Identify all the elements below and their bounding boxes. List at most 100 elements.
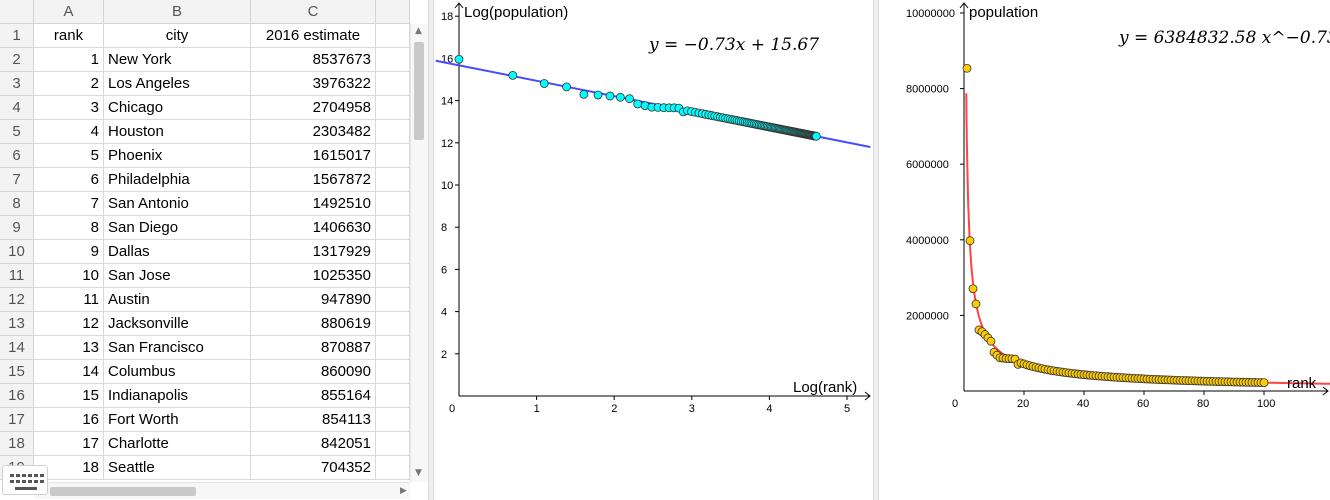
cell-rank[interactable]: 10	[34, 264, 104, 288]
row-header[interactable]: 6	[0, 144, 34, 168]
data-point[interactable]	[625, 94, 634, 104]
horizontal-scroll-thumb[interactable]	[50, 487, 196, 496]
cell-empty[interactable]	[376, 48, 410, 72]
cell-population[interactable]: 2303482	[251, 120, 376, 144]
cell-rank[interactable]: 16	[34, 408, 104, 432]
cell-city[interactable]: San Antonio	[104, 192, 251, 216]
data-point[interactable]	[962, 63, 972, 73]
vertical-scrollbar[interactable]: ▲ ▼	[410, 24, 427, 482]
cell-city[interactable]: New York	[104, 48, 251, 72]
cell-population[interactable]: 1025350	[251, 264, 376, 288]
data-point[interactable]	[615, 92, 625, 102]
data-point[interactable]	[454, 54, 464, 64]
cell-empty[interactable]	[376, 72, 410, 96]
cell-city[interactable]: Los Angeles	[104, 72, 251, 96]
data-point[interactable]	[593, 90, 603, 100]
cell-empty[interactable]	[376, 456, 410, 480]
cell-population[interactable]: 855164	[251, 384, 376, 408]
column-header-d[interactable]	[376, 0, 410, 24]
cell-rank[interactable]: 14	[34, 360, 104, 384]
cell-city[interactable]: Columbus	[104, 360, 251, 384]
cell-rank[interactable]: 18	[34, 456, 104, 480]
cell-city[interactable]: Dallas	[104, 240, 251, 264]
scroll-right-icon[interactable]: ▶	[400, 486, 407, 496]
graphics-view-power[interactable]: 0 20 40 60 80 100 2000000 4000000 6000000 8000000…	[879, 0, 1330, 500]
cell-empty[interactable]	[376, 408, 410, 432]
rank-population-chart[interactable]: 0 20 40 60 80 100 2000000 4000000 6000000 8000000…	[879, 0, 1330, 500]
data-point[interactable]	[579, 89, 589, 99]
cell-city[interactable]: Phoenix	[104, 144, 251, 168]
row-header[interactable]: 14	[0, 336, 34, 360]
cell-rank[interactable]: 3	[34, 96, 104, 120]
cell-rank[interactable]: 12	[34, 312, 104, 336]
row-header[interactable]: 9	[0, 216, 34, 240]
cell-rank[interactable]: 4	[34, 120, 104, 144]
row-header[interactable]: 2	[0, 48, 34, 72]
cell-population[interactable]: 3976322	[251, 72, 376, 96]
cell-city[interactable]: Austin	[104, 288, 251, 312]
cell-population[interactable]: 870887	[251, 336, 376, 360]
cell-rank[interactable]: 9	[34, 240, 104, 264]
cell-city[interactable]: Philadelphia	[104, 168, 251, 192]
cell-population[interactable]: 1317929	[251, 240, 376, 264]
cell-rank[interactable]: 1	[34, 48, 104, 72]
cell-population[interactable]: 1567872	[251, 168, 376, 192]
cell-empty[interactable]	[376, 192, 410, 216]
data-point[interactable]	[633, 99, 643, 109]
cell-empty[interactable]	[376, 264, 410, 288]
row-header[interactable]: 1	[0, 24, 34, 48]
row-header[interactable]: 3	[0, 72, 34, 96]
row-header[interactable]: 12	[0, 288, 34, 312]
data-point[interactable]	[605, 91, 615, 101]
data-point[interactable]	[562, 82, 571, 92]
row-header[interactable]: 13	[0, 312, 34, 336]
cell-city[interactable]: San Jose	[104, 264, 251, 288]
cell-city[interactable]: Charlotte	[104, 432, 251, 456]
data-point[interactable]	[811, 131, 821, 141]
row-header[interactable]: 15	[0, 360, 34, 384]
row-header[interactable]: 5	[0, 120, 34, 144]
cell-empty[interactable]	[376, 336, 410, 360]
sheet-corner[interactable]	[0, 0, 34, 24]
cell-population[interactable]: 1615017	[251, 144, 376, 168]
cell-rank[interactable]: 5	[34, 144, 104, 168]
horizontal-scrollbar[interactable]: ▶	[34, 482, 410, 499]
graphics-view-log[interactable]: 0 1 2 3 4 5 2 4 6 8 10 12 14 16 18 Log(population) Log…	[434, 0, 873, 500]
cell-rank[interactable]: 15	[34, 384, 104, 408]
cell-population[interactable]: 860090	[251, 360, 376, 384]
cell-population[interactable]: 704352	[251, 456, 376, 480]
cell-empty[interactable]	[376, 120, 410, 144]
cell-empty[interactable]	[376, 96, 410, 120]
cell-city[interactable]: Seattle	[104, 456, 251, 480]
row-header[interactable]: 18	[0, 432, 34, 456]
scroll-up-icon[interactable]: ▲	[415, 26, 422, 36]
cell-empty[interactable]	[376, 216, 410, 240]
data-point[interactable]	[965, 236, 975, 246]
cell-c1[interactable]: 2016 estimate	[251, 24, 376, 48]
data-point[interactable]	[986, 336, 996, 346]
cell-rank[interactable]: 2	[34, 72, 104, 96]
cell-population[interactable]: 2704958	[251, 96, 376, 120]
cell-empty[interactable]	[376, 432, 410, 456]
cell-rank[interactable]: 11	[34, 288, 104, 312]
cell-rank[interactable]: 6	[34, 168, 104, 192]
cell-population[interactable]: 1406630	[251, 216, 376, 240]
cell-city[interactable]: Houston	[104, 120, 251, 144]
data-point[interactable]	[539, 79, 549, 88]
spreadsheet-view[interactable]: A B C 1 rank city 2016 estimate 2 1 New York 85…	[0, 0, 428, 500]
data-point[interactable]	[968, 284, 978, 294]
cell-population[interactable]: 1492510	[251, 192, 376, 216]
panel-divider-left[interactable]	[428, 0, 434, 500]
cell-empty[interactable]	[376, 312, 410, 336]
row-header[interactable]: 4	[0, 96, 34, 120]
cell-b1[interactable]: city	[104, 24, 251, 48]
column-header-b[interactable]: B	[104, 0, 251, 24]
vertical-scroll-thumb[interactable]	[414, 42, 424, 140]
data-point[interactable]	[508, 70, 518, 80]
cell-population[interactable]: 880619	[251, 312, 376, 336]
cell-empty[interactable]	[376, 24, 410, 48]
cell-rank[interactable]: 17	[34, 432, 104, 456]
cell-city[interactable]: Chicago	[104, 96, 251, 120]
row-header[interactable]: 16	[0, 384, 34, 408]
cell-city[interactable]: San Francisco	[104, 336, 251, 360]
